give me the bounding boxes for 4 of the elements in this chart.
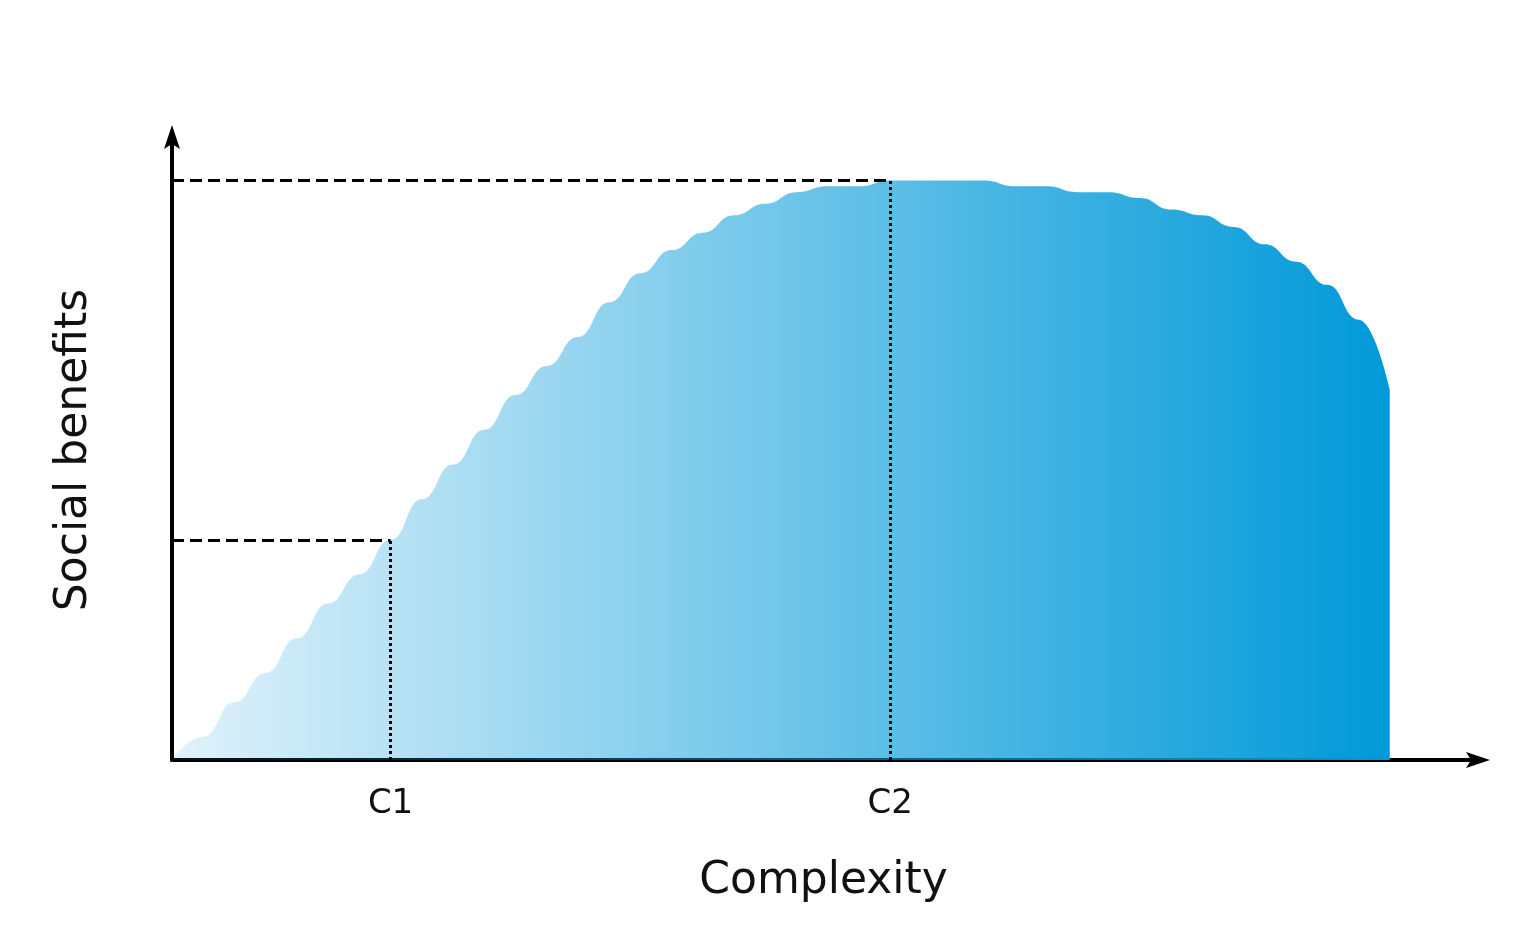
x-tick-label: C2 — [867, 781, 913, 821]
x-axis-title: Complexity — [699, 851, 948, 903]
x-tick-label: C1 — [367, 781, 414, 821]
y-axis-title: Social benefits — [44, 288, 96, 612]
